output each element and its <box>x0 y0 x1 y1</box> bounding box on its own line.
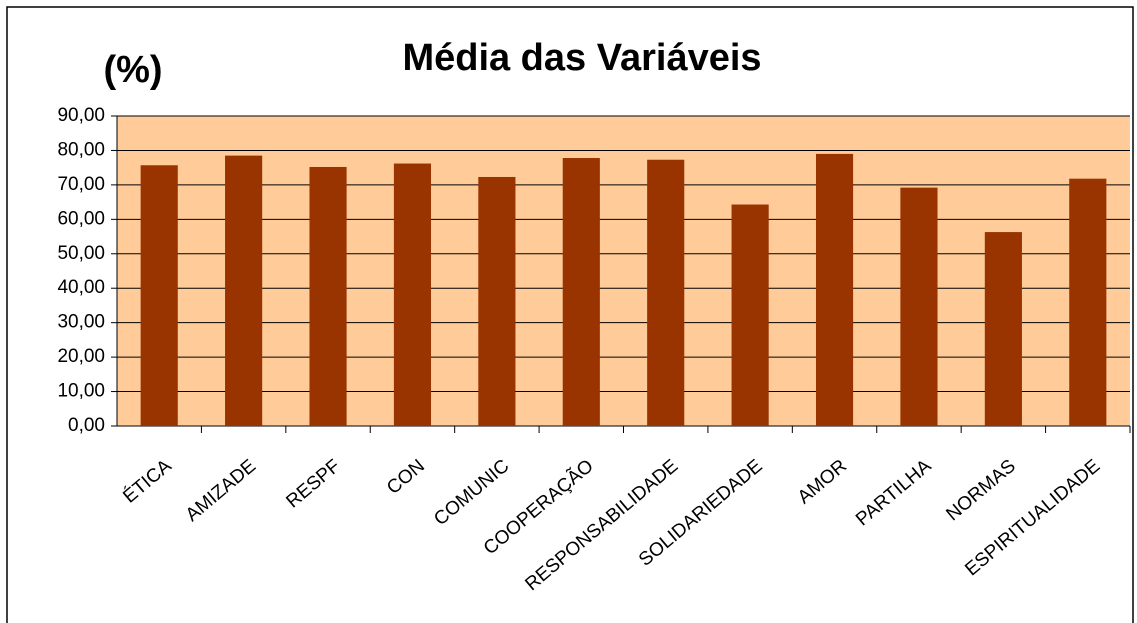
y-tick-label: 10,00 <box>57 381 105 402</box>
chart-title: Média das Variáveis <box>402 37 761 79</box>
y-tick-label: 70,00 <box>57 174 105 195</box>
bar <box>225 155 263 426</box>
y-tick-label: 50,00 <box>57 243 105 264</box>
bar <box>900 187 938 426</box>
bar <box>478 176 516 426</box>
bar <box>731 204 769 426</box>
bar <box>393 163 432 427</box>
y-tick-label: 0,00 <box>68 415 105 436</box>
bar <box>140 165 178 426</box>
bar <box>815 153 854 426</box>
y-axis-label: (%) <box>103 49 162 91</box>
y-tick-label: 60,00 <box>57 208 105 229</box>
y-tick-label: 30,00 <box>57 312 105 333</box>
bar <box>647 159 685 426</box>
bar <box>562 158 600 426</box>
y-tick-label: 80,00 <box>57 139 105 160</box>
bar <box>1069 178 1107 426</box>
y-tick-label: 40,00 <box>57 277 105 298</box>
bar <box>309 166 347 426</box>
plot-area <box>117 116 1130 426</box>
bar <box>984 232 1022 426</box>
y-tick-label: 90,00 <box>57 105 105 126</box>
y-tick-label: 20,00 <box>57 346 105 367</box>
